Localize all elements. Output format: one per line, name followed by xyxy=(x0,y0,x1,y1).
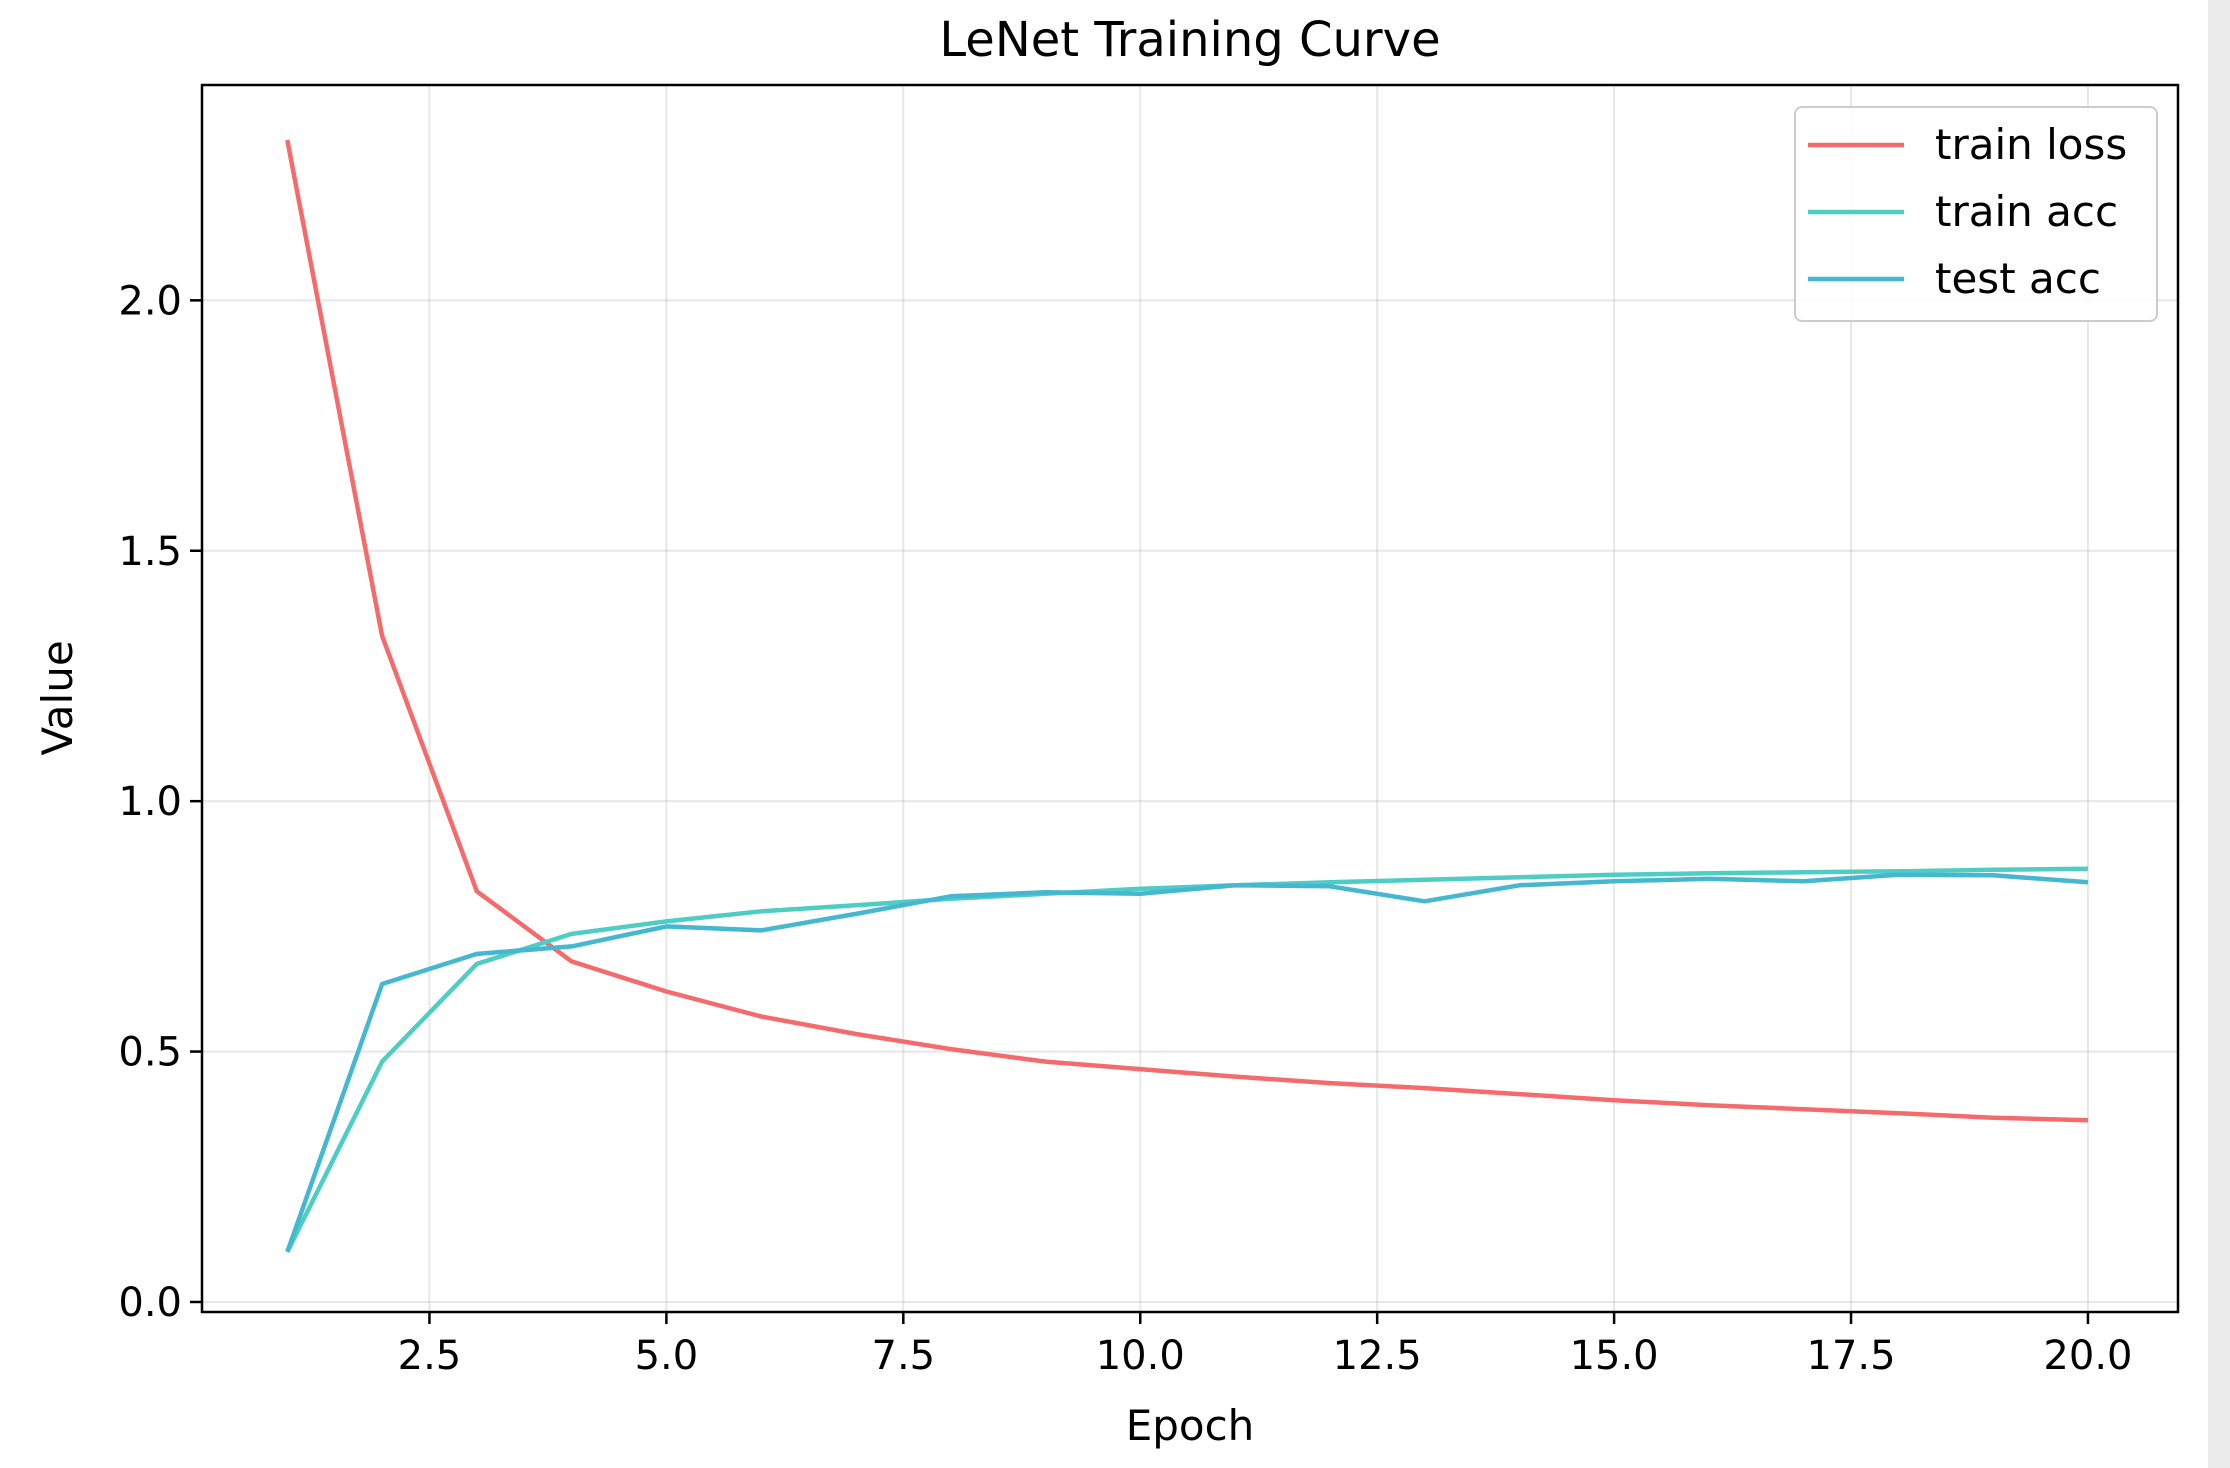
axis-ticks: 2.5 5.0 7.5 10.0 12.5 15.0 17.5 20.0 0.0 0.5 1.0 1.… xyxy=(118,278,2132,1379)
y-axis-title: Value xyxy=(33,640,82,755)
window-edge xyxy=(2208,0,2230,1468)
x-tick-label: 7.5 xyxy=(872,1333,936,1379)
x-axis-title: Epoch xyxy=(1126,1401,1255,1450)
series-line-train-acc xyxy=(285,866,2089,1253)
x-tick-label: 5.0 xyxy=(635,1333,699,1379)
series-lines xyxy=(285,139,2089,1253)
series-line-train-loss xyxy=(285,139,2089,1123)
x-tick-label: 20.0 xyxy=(2043,1333,2132,1379)
legend-box xyxy=(1794,106,2158,322)
x-tick-label: 15.0 xyxy=(1570,1333,1659,1379)
y-tick-label: 1.0 xyxy=(118,779,182,825)
x-tick-label: 17.5 xyxy=(1807,1333,1896,1379)
y-tick-label: 0.5 xyxy=(118,1030,182,1076)
y-tick-label: 1.5 xyxy=(118,529,182,575)
legend-label-test-acc: test acc xyxy=(1935,254,2101,303)
legend-label-train-acc: train acc xyxy=(1935,187,2118,236)
x-tick-label: 2.5 xyxy=(398,1333,462,1379)
grid xyxy=(202,85,2178,1312)
y-tick-label: 2.0 xyxy=(118,278,182,324)
legend-label-train-loss: train loss xyxy=(1935,120,2127,169)
x-tick-label: 12.5 xyxy=(1333,1333,1422,1379)
y-tick-label: 0.0 xyxy=(118,1280,182,1326)
legend: train loss train acc test acc xyxy=(1794,106,2158,322)
series-line-test-acc xyxy=(285,872,2089,1253)
plot-frame xyxy=(200,83,2180,1314)
chart-title: LeNet Training Curve xyxy=(939,12,1440,68)
x-tick-label: 10.0 xyxy=(1096,1333,1185,1379)
